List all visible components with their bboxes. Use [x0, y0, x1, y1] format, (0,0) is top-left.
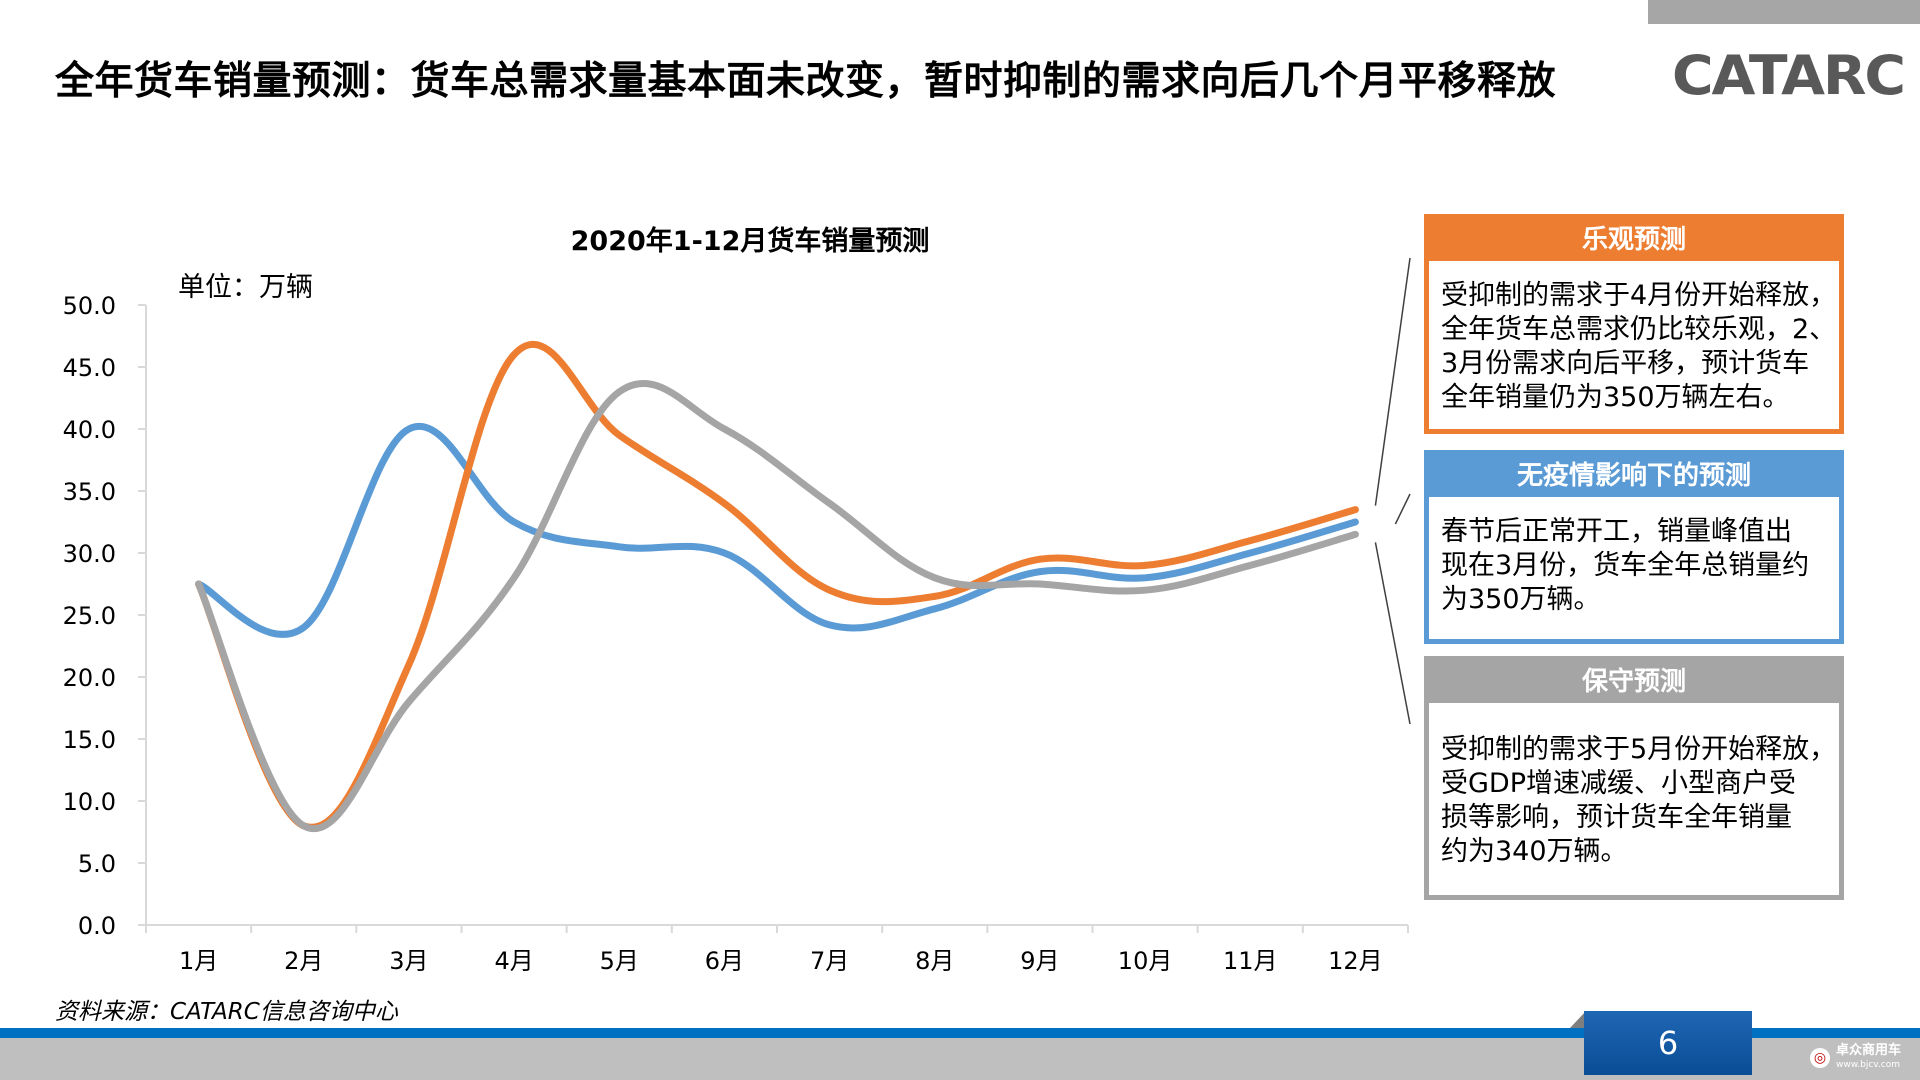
x-tick-label: 7月	[810, 947, 849, 975]
leader-line-conservative	[1374, 542, 1411, 725]
x-tick-label: 10月	[1118, 947, 1173, 975]
baseline-series-line	[195, 423, 1359, 638]
watermark-logo-icon: ◎	[1810, 1048, 1830, 1068]
chart-title: 2020年1-12月货车销量预测	[571, 225, 930, 257]
top-accent-bar	[1648, 0, 1920, 24]
panel-text-line: 受GDP增速减缓、小型商户受	[1441, 768, 1796, 799]
optimistic-forecast-panel: 乐观预测 受抑制的需求于4月份开始释放， 全年货车总需求仍比较乐观，2、 3月份…	[1424, 214, 1844, 434]
x-tick-label: 4月	[494, 947, 533, 975]
panel-text-line: 约为340万辆。	[1441, 836, 1628, 867]
panel-text-line: 现在3月份，货车全年总销量约	[1441, 550, 1810, 581]
page-number: 6	[1584, 1011, 1752, 1075]
leader-line-baseline	[1394, 493, 1411, 525]
panel-text-line: 受抑制的需求于5月份开始释放，	[1441, 734, 1837, 765]
page-title: 全年货车销量预测：货车总需求量基本面未改变，暂时抑制的需求向后几个月平移释放	[55, 59, 1557, 104]
x-tick-label: 6月	[705, 947, 744, 975]
conservative-forecast-text: 受抑制的需求于5月份开始释放， 受GDP增速减缓、小型商户受 损等影响，预计货车…	[1429, 703, 1839, 869]
panel-text-line: 受抑制的需求于4月份开始释放，	[1441, 280, 1837, 311]
panel-text-line: 为350万辆。	[1441, 584, 1601, 615]
footer-blue-stripe	[0, 1028, 1920, 1038]
panel-text-line: 3月份需求向后平移，预计货车	[1441, 348, 1810, 379]
conservative-forecast-heading: 保守预测	[1429, 661, 1839, 703]
panel-text-line: 春节后正常开工，销量峰值出	[1441, 516, 1792, 547]
leader-line-optimistic	[1374, 257, 1411, 506]
watermark: 卓众商用车 www.bjcv.com	[1836, 1044, 1901, 1072]
x-tick-label: 1月	[179, 947, 218, 975]
series-layer	[195, 341, 1359, 832]
x-tick-label: 5月	[600, 947, 639, 975]
conservative-forecast-panel: 保守预测 受抑制的需求于5月份开始释放， 受GDP增速减缓、小型商户受 损等影响…	[1424, 656, 1844, 900]
baseline-forecast-heading: 无疫情影响下的预测	[1429, 455, 1839, 497]
y-tick-label: 10.0	[63, 788, 116, 816]
sales-forecast-chart: 2020年1-12月货车销量预测 单位：万辆 0.0 5.0 10.0 15.0 20.…	[63, 225, 1411, 975]
y-tick-label: 40.0	[63, 416, 116, 444]
watermark-name: 卓众商用车	[1836, 1043, 1902, 1058]
optimistic-forecast-text: 受抑制的需求于4月份开始释放， 全年货车总需求仍比较乐观，2、 3月份需求向后平…	[1429, 261, 1839, 415]
panel-text-line: 全年销量仍为350万辆左右。	[1441, 382, 1790, 413]
data-source-note: 资料来源：CATARC信息咨询中心	[55, 999, 398, 1025]
y-tick-label: 30.0	[63, 540, 116, 568]
y-tick-label: 5.0	[78, 850, 116, 878]
x-tick-label: 11月	[1223, 947, 1278, 975]
x-tick-label: 2月	[284, 947, 323, 975]
baseline-forecast-text: 春节后正常开工，销量峰值出 现在3月份，货车全年总销量约 为350万辆。	[1429, 497, 1839, 617]
x-tick-label: 3月	[389, 947, 428, 975]
y-tick-label: 35.0	[63, 478, 116, 506]
baseline-forecast-panel: 无疫情影响下的预测 春节后正常开工，销量峰值出 现在3月份，货车全年总销量约 为…	[1424, 450, 1844, 644]
y-tick-label: 50.0	[63, 292, 116, 320]
panel-text-line: 损等影响，预计货车全年销量	[1441, 802, 1792, 833]
catarc-logo: CATARC	[1672, 44, 1906, 107]
x-tick-label: 8月	[915, 947, 954, 975]
panel-text-line: 全年货车总需求仍比较乐观，2、	[1441, 314, 1837, 345]
page-tab-fold	[1570, 1011, 1586, 1028]
leader-lines	[1374, 257, 1411, 725]
y-tick-label: 0.0	[78, 912, 116, 940]
unit-label: 单位：万辆	[178, 272, 313, 303]
conservative-series-line	[195, 379, 1359, 832]
y-tick-label: 25.0	[63, 602, 116, 630]
x-tick-label: 12月	[1328, 947, 1383, 975]
chart-axes: 0.0 5.0 10.0 15.0 20.0 25.0 30.0 35.0 40.0 45.0 50…	[63, 292, 1409, 975]
optimistic-forecast-heading: 乐观预测	[1429, 219, 1839, 261]
x-tick-label: 9月	[1020, 947, 1059, 975]
y-tick-label: 15.0	[63, 726, 116, 754]
watermark-url: www.bjcv.com	[1836, 1060, 1900, 1070]
y-tick-label: 45.0	[63, 354, 116, 382]
y-tick-label: 20.0	[63, 664, 116, 692]
